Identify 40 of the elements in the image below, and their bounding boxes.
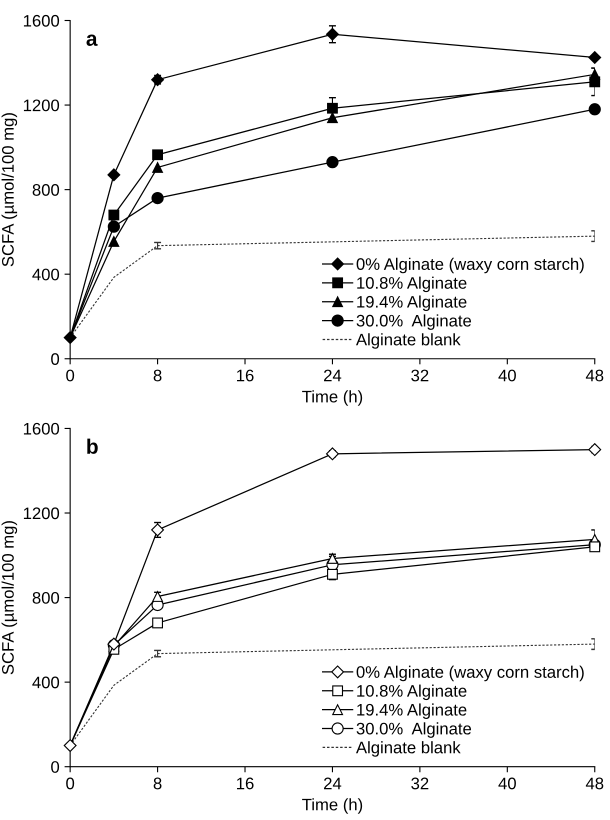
y-tick-label: 400 [32,268,60,280]
y-tick-label: 800 [32,592,60,604]
x-tick-label: 32 [411,778,428,790]
x-axis-title: Time (h) [302,798,362,814]
x-tick-label: 16 [237,370,254,382]
legend-label: 10.8% Alginate [357,276,466,292]
legend-label: 0% Alginate (waxy corn starch) [356,258,584,274]
legend-label: 10.8% Alginate [357,684,466,700]
chart-title: b [87,438,98,454]
y-tick-label: 0 [51,761,60,773]
legend-label: 0% Alginate (waxy corn starch) [356,666,584,682]
x-tick-label: 0 [66,778,74,790]
chart-title: a [86,34,98,46]
y-axis-title: SCFA (µmol/100 mg) [2,113,18,266]
x-tick-label: 8 [154,778,162,790]
y-tick-label: 800 [32,184,60,196]
x-tick-label: 16 [237,778,254,790]
legend-label: Alginate blank [356,741,461,757]
legend-label: 19.4% Alginate [357,703,466,719]
legend-label: 30.0% Alginate [356,722,472,738]
x-tick-label: 24 [324,370,342,382]
x-tick-label: 40 [498,370,516,382]
x-tick-label: 32 [411,370,428,382]
x-tick-label: 24 [324,778,342,790]
y-tick-label: 1600 [24,14,60,27]
x-tick-label: 48 [586,370,604,382]
x-tick-label: 48 [586,778,604,790]
y-axis-title: SCFA (µmol/100 mg) [2,521,18,674]
x-tick-label: 8 [154,370,162,382]
x-axis-title: Time (h) [302,390,362,406]
x-tick-label: 0 [66,370,74,382]
x-tick-label: 40 [498,778,516,790]
legend-label: Alginate blank [356,333,461,349]
y-tick-label: 1600 [24,422,60,435]
y-tick-label: 0 [51,353,60,365]
legend-label: 19.4% Alginate [357,295,466,312]
y-tick-label: 1200 [24,99,60,112]
y-tick-label: 400 [32,676,60,688]
legend-label: 30.0% Alginate [356,314,472,330]
y-tick-label: 1200 [24,507,60,520]
